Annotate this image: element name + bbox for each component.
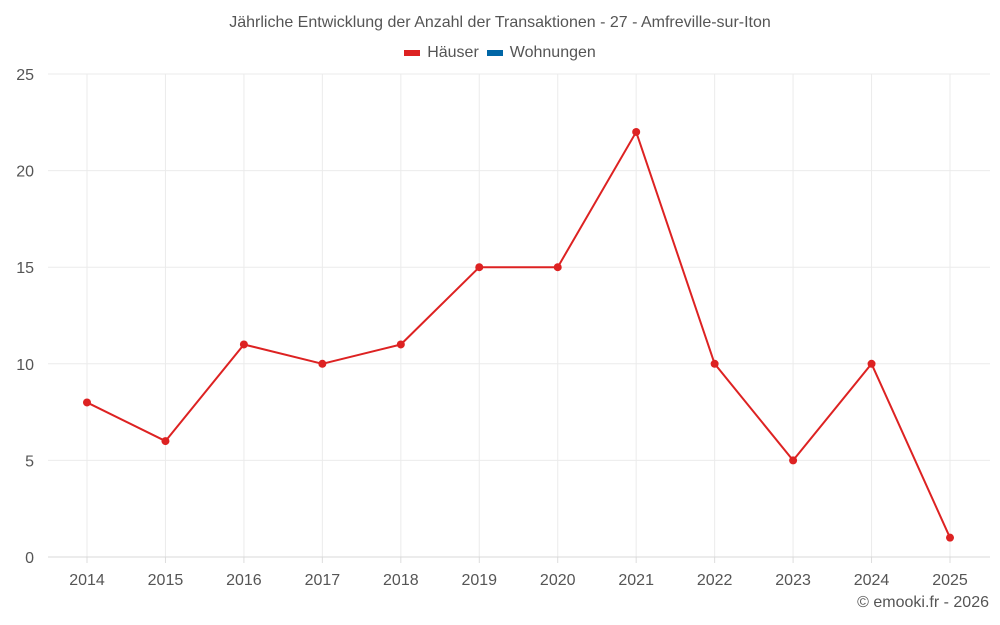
data-point[interactable] [710,359,719,368]
y-tick-label: 15 [16,260,34,277]
y-axis: 0 5 10 15 20 25 [16,67,34,567]
y-tick-label: 0 [25,550,34,567]
data-point[interactable] [396,340,405,349]
data-point[interactable] [946,533,954,542]
legend-item-haeuser[interactable]: Häuser [404,44,479,62]
legend-swatch-wohnungen [486,50,503,56]
legend-label-wohnungen: Wohnungen [509,44,596,61]
x-tick-label: 2021 [618,572,654,589]
x-tick-label: 2017 [305,572,341,589]
y-tick-label: 10 [16,357,34,374]
chart-legend: Häuser Wohnungen [0,44,1000,62]
series-haeuser [83,127,954,542]
data-point[interactable] [553,263,562,272]
y-tick-label: 20 [16,164,34,181]
data-point[interactable] [867,359,876,368]
data-point[interactable] [239,340,248,349]
chart-title: Jährliche Entwicklung der Anzahl der Tra… [229,14,771,31]
data-point[interactable] [475,263,484,272]
x-tick-label: 2018 [383,572,419,589]
credit-text: © emooki.fr - 2026 [857,594,989,611]
y-tick-label: 25 [16,67,34,84]
x-tick-label: 2015 [148,572,184,589]
x-tick-label: 2014 [69,572,105,589]
legend-item-wohnungen[interactable]: Wohnungen [486,44,596,62]
legend-swatch-haeuser [404,50,421,56]
x-axis: 2014 2015 2016 2017 2018 2019 2020 2021 2022 2023… [48,556,990,589]
x-tick-label: 2025 [932,572,968,589]
data-point[interactable] [161,437,170,446]
data-point[interactable] [83,398,91,407]
x-tick-label: 2023 [775,572,811,589]
data-point[interactable] [789,456,798,465]
x-tick-label: 2020 [540,572,576,589]
grid-lines [48,73,990,563]
x-tick-label: 2022 [697,572,733,589]
x-tick-label: 2024 [854,572,890,589]
data-point[interactable] [318,359,327,368]
x-tick-label: 2019 [461,572,497,589]
legend-label-haeuser: Häuser [427,44,479,61]
y-tick-label: 5 [25,453,34,470]
x-tick-label: 2016 [226,572,262,589]
data-point[interactable] [632,127,641,136]
